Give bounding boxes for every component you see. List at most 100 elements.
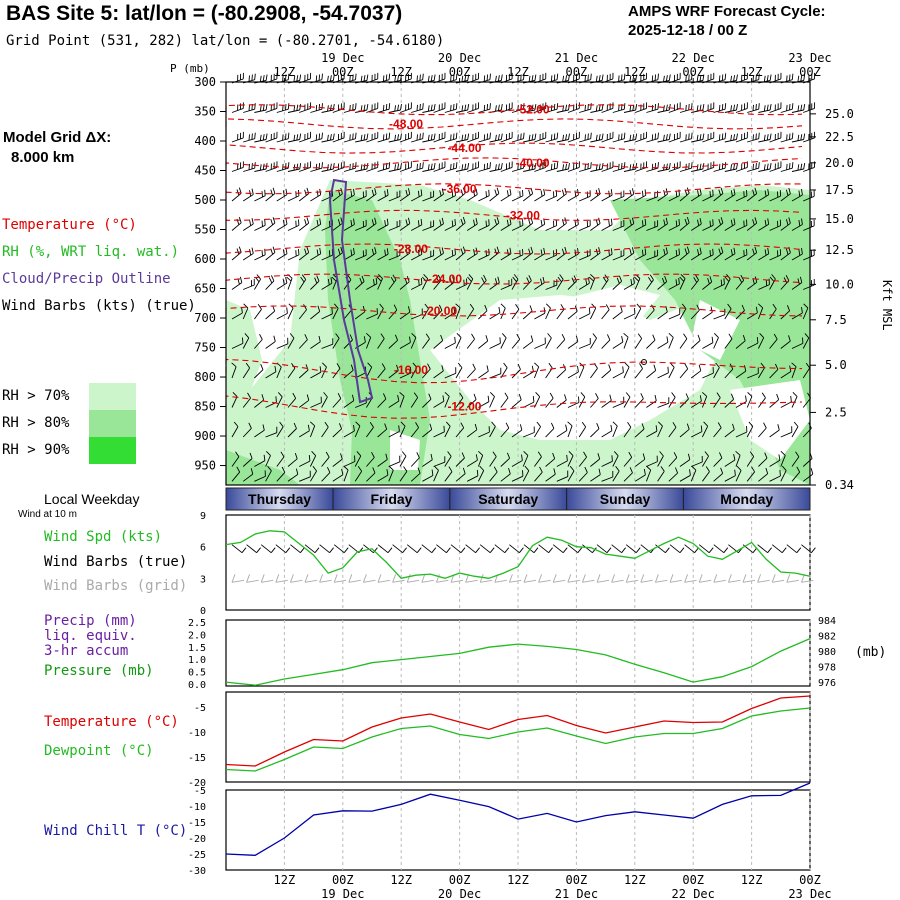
wind-barb bbox=[657, 247, 668, 261]
wind-barb bbox=[623, 467, 633, 482]
wind-barb bbox=[467, 72, 480, 84]
height-tick-label: 15.0 bbox=[825, 212, 854, 226]
wind-barb bbox=[455, 303, 461, 320]
surface-wind-barb-grid bbox=[567, 574, 580, 583]
wind-barb bbox=[556, 104, 570, 113]
wind-barb bbox=[511, 103, 525, 113]
bottom-time-tick-label: 12Z bbox=[390, 873, 412, 887]
wind-barb bbox=[713, 422, 722, 438]
pressure-tick-label-right: 976 bbox=[818, 678, 836, 689]
wind-barb bbox=[690, 364, 702, 379]
surface-wind-barb bbox=[801, 544, 816, 554]
wind-barb bbox=[713, 103, 727, 113]
wind-barb bbox=[545, 132, 559, 143]
wind-barb bbox=[332, 131, 345, 143]
wind-barb bbox=[455, 246, 466, 261]
wind-barb bbox=[579, 219, 591, 231]
wind-barb bbox=[366, 188, 377, 202]
wind-barb bbox=[735, 334, 746, 349]
wind-barb bbox=[276, 103, 290, 113]
wind-barb bbox=[690, 218, 702, 231]
wind-barb bbox=[735, 395, 747, 408]
wind-barb-field bbox=[231, 72, 816, 482]
wind-barb bbox=[276, 421, 284, 438]
wind-barb bbox=[579, 73, 592, 84]
wind-barb bbox=[467, 131, 480, 143]
wind-barb bbox=[399, 161, 412, 172]
wind-barb bbox=[243, 73, 256, 84]
wind-barb bbox=[388, 163, 402, 172]
wind-barb bbox=[343, 394, 355, 408]
surface-wind-barb bbox=[275, 544, 291, 554]
top-time-tick-label: 00Z bbox=[449, 65, 471, 79]
temperature-contour-line bbox=[225, 104, 803, 116]
wind-barb bbox=[422, 333, 430, 349]
wind-barb bbox=[511, 219, 524, 231]
wind-barb bbox=[534, 131, 547, 143]
wind-barb bbox=[422, 133, 436, 143]
wind-barb bbox=[444, 162, 458, 172]
bottom-time-tick-label: 12Z bbox=[741, 873, 763, 887]
wind-barb bbox=[601, 471, 614, 482]
wind-barb bbox=[433, 102, 446, 113]
wind-barb bbox=[657, 217, 668, 231]
wind-barb bbox=[410, 392, 419, 408]
surface-wind-barb-grid bbox=[421, 574, 434, 583]
wind-barb bbox=[567, 465, 575, 482]
wind-barb bbox=[791, 189, 803, 202]
pressure-tick-label-right: 984 bbox=[818, 616, 836, 627]
legend-precip: Precip (mm) liq. equiv. 3-hr accum bbox=[44, 614, 137, 659]
wind-barb bbox=[702, 131, 715, 143]
wind-barb bbox=[791, 248, 803, 261]
rh80-region-0 bbox=[325, 190, 430, 485]
wind-barb bbox=[533, 362, 540, 379]
wind-barb bbox=[231, 362, 237, 379]
surface-wind-barb-grid bbox=[377, 574, 391, 583]
surface-wind-barb bbox=[377, 544, 393, 554]
wind-barb bbox=[567, 421, 573, 438]
wind-barb bbox=[354, 451, 362, 467]
wind-barb bbox=[757, 303, 764, 320]
pressure-tick-label: 500 bbox=[194, 193, 216, 207]
surface-wind-barb bbox=[319, 544, 334, 554]
wind-barb bbox=[769, 102, 782, 113]
legend-wind-speed: Wind Spd (kts) bbox=[44, 529, 163, 545]
surface-wind-barb-grid bbox=[757, 574, 770, 583]
wind-barb bbox=[702, 336, 714, 349]
wind-barb bbox=[747, 162, 760, 172]
wind-barb bbox=[321, 307, 333, 320]
model-grid-value: 8.000 km bbox=[11, 149, 75, 166]
wind-barb bbox=[242, 303, 249, 320]
wind-barb bbox=[444, 132, 458, 143]
wind-barb bbox=[758, 278, 770, 290]
weekday-label: Saturday bbox=[478, 491, 538, 507]
wind-barb bbox=[612, 466, 620, 482]
wind-barb bbox=[354, 275, 365, 290]
wind-barb bbox=[702, 367, 714, 379]
pressure-unit-label: P (mb) bbox=[170, 62, 210, 75]
wind-barb bbox=[757, 332, 765, 349]
wind-barb bbox=[690, 425, 703, 438]
wind-barb bbox=[478, 162, 491, 172]
bottom-date-label: 20 Dec bbox=[438, 887, 481, 900]
wind-barb bbox=[366, 217, 377, 231]
wind-barb bbox=[287, 163, 302, 172]
wind-barb bbox=[511, 424, 523, 438]
wind-barb bbox=[747, 73, 760, 84]
wind-barb bbox=[623, 277, 635, 290]
wind-barb bbox=[455, 452, 465, 467]
pressure-tick-label-right: 978 bbox=[818, 663, 836, 674]
surface-wind-barb-grid bbox=[479, 574, 493, 583]
wind-barb bbox=[388, 133, 402, 143]
wind-chill-line bbox=[225, 782, 811, 856]
rh-dry-hole-5 bbox=[390, 430, 420, 470]
wind-barb bbox=[769, 161, 782, 172]
wind-barb bbox=[578, 307, 591, 320]
top-date-label: 19 Dec bbox=[321, 51, 364, 65]
wind-barb bbox=[556, 424, 568, 438]
wind-barb bbox=[410, 422, 419, 438]
wind-barb bbox=[523, 104, 537, 113]
wind-barb bbox=[332, 392, 342, 408]
wind-barb bbox=[713, 332, 719, 349]
wind-barb bbox=[287, 133, 302, 143]
